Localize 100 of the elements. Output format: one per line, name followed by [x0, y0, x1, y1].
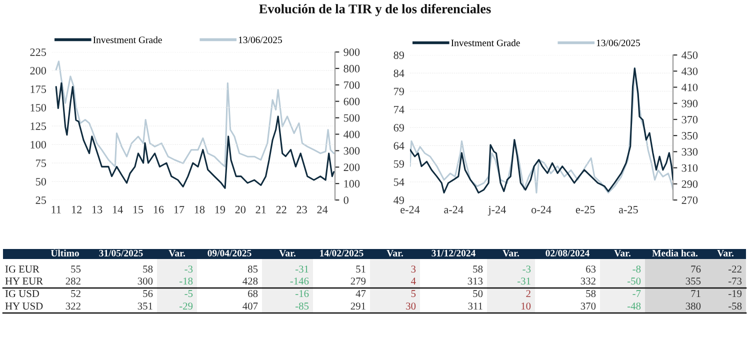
- x-tick-label: 12: [72, 206, 82, 214]
- x-tick-label: e-25: [576, 206, 595, 214]
- category-label: HY USD: [5, 302, 43, 310]
- text: -7: [632, 290, 641, 298]
- text: 3: [411, 266, 416, 273]
- x-tick-label: 14: [112, 206, 123, 214]
- y2-tick-label: 450: [682, 51, 698, 59]
- x-tick-label: 15: [133, 206, 144, 214]
- y-tick-label: 150: [30, 104, 46, 112]
- text: -50: [628, 278, 641, 285]
- text: 300: [138, 278, 153, 285]
- y-tick-label: 84: [394, 70, 404, 78]
- x-tick-label: 16: [154, 206, 164, 214]
- text: 51: [356, 266, 366, 273]
- category-label: 31/12/2024: [432, 250, 476, 256]
- text: 71: [691, 290, 700, 298]
- legend-label: 13/06/2025: [596, 40, 640, 46]
- y-tick-label: 25: [36, 196, 46, 204]
- text: 30: [406, 302, 416, 310]
- y2-tick-label: 350: [682, 132, 698, 140]
- x-tick-label: 21: [256, 206, 266, 214]
- category-label: Último: [50, 248, 79, 256]
- text: -31: [296, 266, 308, 273]
- text: 407: [242, 302, 258, 310]
- x-tick-label: e-24: [400, 206, 420, 214]
- y2-tick-label: 0: [344, 196, 348, 204]
- text: -58: [728, 302, 742, 310]
- x-tick-label: 22: [276, 206, 286, 214]
- y-tick-label: 69: [394, 124, 404, 132]
- legend-label: 13/06/2025: [238, 36, 282, 44]
- category-label: 02/08/2024: [546, 250, 590, 256]
- y2-tick-label: 390: [682, 100, 698, 108]
- text: -85: [296, 302, 309, 310]
- text: -8: [632, 266, 641, 273]
- y2-tick-label: 400: [344, 130, 360, 138]
- category-label: 31/05/2025: [99, 250, 143, 256]
- text: -3: [522, 266, 531, 273]
- y-tick-label: 75: [36, 160, 46, 167]
- text: 428: [242, 278, 258, 285]
- text: 4: [410, 278, 416, 285]
- category-label: Var.: [614, 250, 630, 256]
- category-label: Var.: [279, 250, 296, 256]
- category-label: IG USD: [5, 290, 40, 298]
- category-label: 09/04/2025: [208, 250, 252, 256]
- y2-tick-label: 410: [682, 84, 698, 92]
- text: 85: [248, 266, 258, 273]
- legend-label: Investment Grade: [451, 39, 520, 46]
- text: -29: [180, 302, 193, 310]
- category-label: Var.: [717, 250, 734, 256]
- text: 311: [468, 302, 482, 310]
- y-tick-label: 50: [36, 178, 46, 186]
- text: 63: [586, 266, 596, 273]
- text: 56: [143, 290, 153, 298]
- y2-tick-label: 900: [344, 48, 360, 56]
- y-tick-label: 79: [394, 88, 404, 96]
- y2-tick-label: 600: [344, 98, 360, 106]
- text: 380: [686, 302, 701, 310]
- text: 68: [248, 290, 258, 298]
- text: -5: [184, 290, 193, 298]
- x-tick-label: 17: [174, 206, 184, 214]
- y-tick-label: 59: [394, 160, 404, 168]
- text: -22: [728, 266, 742, 273]
- text: 332: [580, 278, 596, 285]
- text: Evolución de la TIR y de los diferenciales: [259, 4, 491, 16]
- text: 351: [138, 302, 152, 310]
- y-tick-label: 64: [394, 142, 404, 150]
- text: -48: [628, 302, 641, 310]
- y2-tick-label: 200: [344, 164, 360, 172]
- category-label: Var.: [386, 250, 403, 256]
- y2-tick-label: 100: [344, 180, 360, 188]
- y-tick-label: 100: [30, 140, 46, 148]
- text: 52: [71, 290, 80, 298]
- x-tick-label: 20: [235, 206, 246, 214]
- text: 5: [411, 290, 416, 298]
- y2-tick-label: 370: [682, 116, 698, 124]
- x-tick-label: 23: [296, 206, 307, 214]
- x-tick-label: a-25: [618, 206, 638, 214]
- category-label: 14/02/2025: [320, 250, 364, 256]
- category-label: Var.: [502, 250, 519, 256]
- y2-tick-label: 800: [344, 64, 360, 72]
- text: 76: [691, 266, 701, 273]
- line-series: [55, 60, 335, 168]
- x-tick-label: j-24: [488, 206, 506, 216]
- y2-tick-label: 500: [344, 114, 360, 122]
- y-tick-label: 200: [30, 66, 46, 74]
- category-label: Var.: [168, 250, 185, 256]
- legend-label: Investment Grade: [93, 36, 162, 44]
- x-tick-label: a-24: [444, 206, 464, 214]
- y2-tick-label: 330: [682, 148, 698, 156]
- text: -19: [728, 290, 742, 298]
- y2-tick-label: 430: [682, 68, 698, 76]
- text: 47: [356, 290, 366, 298]
- y2-tick-label: 290: [682, 180, 698, 188]
- text: 58: [473, 266, 483, 273]
- text: 2: [526, 290, 530, 298]
- text: -3: [184, 266, 193, 273]
- text: -16: [296, 290, 309, 298]
- text: 291: [350, 302, 366, 310]
- y-tick-label: 49: [394, 196, 404, 204]
- x-tick-label: 19: [215, 206, 226, 214]
